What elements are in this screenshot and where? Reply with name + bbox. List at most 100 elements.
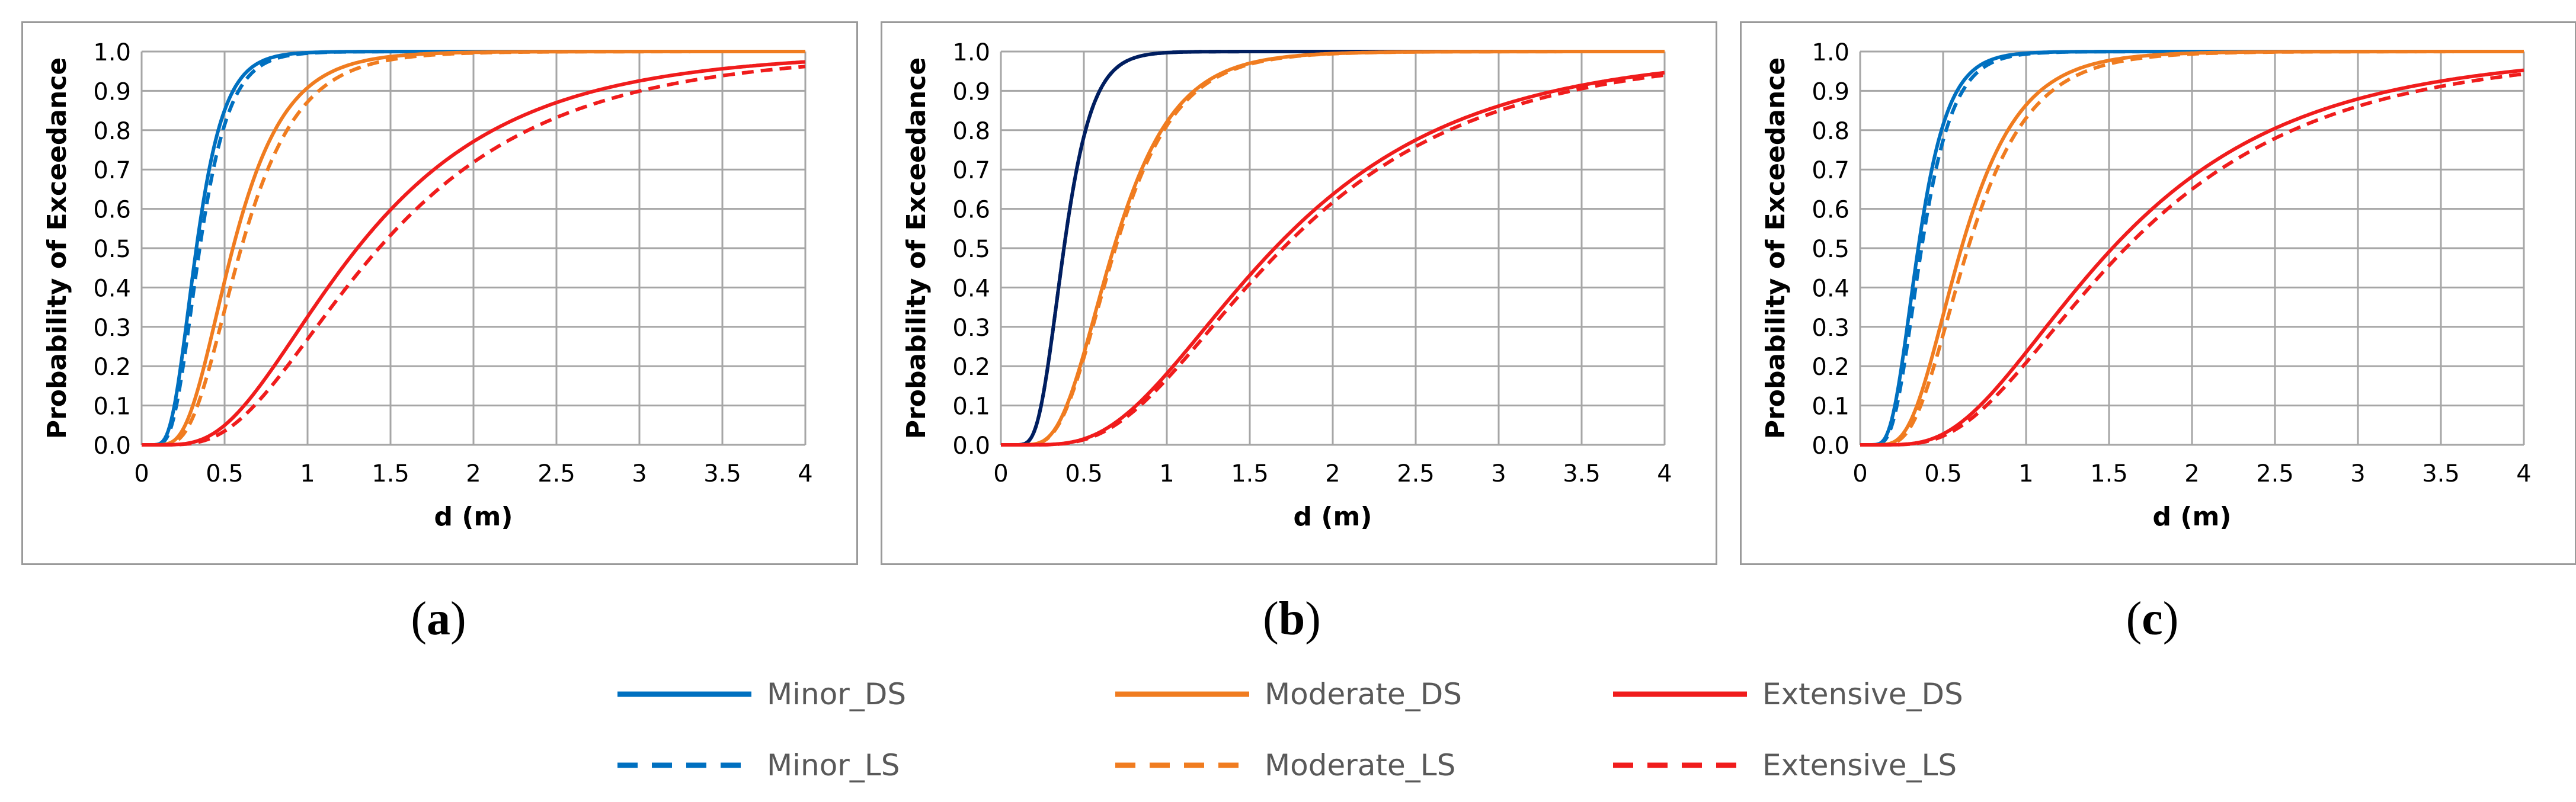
y-tick-label: 0.4 bbox=[952, 275, 990, 302]
y-tick-label: 0.2 bbox=[952, 354, 990, 381]
y-tick-label: 0.7 bbox=[1812, 157, 1849, 184]
y-tick-label: 0.9 bbox=[93, 78, 131, 105]
y-tick-label: 0.3 bbox=[93, 315, 131, 342]
x-tick-label: 2.5 bbox=[1397, 460, 1435, 487]
series-line-extensive-ds bbox=[1000, 70, 1665, 447]
legend-label: Moderate_DS bbox=[1265, 677, 1463, 711]
y-tick-label: 0.0 bbox=[952, 432, 990, 460]
x-tick-label: 0 bbox=[993, 460, 1008, 487]
series-line-moderate-ls bbox=[1860, 50, 2524, 447]
y-tick-label: 0.2 bbox=[93, 354, 131, 381]
legend-line-moderate-ls bbox=[1115, 762, 1249, 768]
y-tick-label: 0.5 bbox=[952, 236, 990, 263]
y-tick-label: 0.6 bbox=[952, 197, 990, 224]
y-tick-label: 0.9 bbox=[1812, 78, 1849, 105]
chart-panel-b: 0.0 0.1 0.2 0.3 0.4 0.5 0.6 0.7 0.8 0.9 1.0 0 0.5 1 1.… bbox=[881, 21, 1717, 565]
legend-item-extensive-ls: Extensive_LS bbox=[1612, 742, 1957, 789]
chart-panel-a: 0.0 0.1 0.2 0.3 0.4 0.5 0.6 0.7 0.8 0.9 1.0 0 0.5 1 1.… bbox=[21, 21, 858, 565]
y-tick-label: 0.0 bbox=[1812, 432, 1849, 460]
y-tick-label: 0.7 bbox=[952, 157, 990, 184]
y-tick-label: 0.8 bbox=[952, 118, 990, 145]
legend-line-minor-ds bbox=[617, 691, 751, 697]
x-tick-label: 4 bbox=[798, 460, 812, 487]
series-line-extensive-ls bbox=[1860, 72, 2524, 447]
legend-line-extensive-ls bbox=[1613, 762, 1747, 768]
legend-label: Extensive_DS bbox=[1762, 677, 1963, 711]
x-tick-label: 0.5 bbox=[206, 460, 244, 487]
x-tick-label: 1.5 bbox=[372, 460, 409, 487]
chart-a: 0.0 0.1 0.2 0.3 0.4 0.5 0.6 0.7 0.8 0.9 1.0 0 0.5 1 1.… bbox=[42, 39, 813, 532]
x-axis-label: d (m) bbox=[2153, 502, 2232, 532]
y-tick-label: 0.7 bbox=[93, 157, 131, 184]
x-tick-label: 3 bbox=[2350, 460, 2365, 487]
y-axis-label: Probability of Exceedance bbox=[1761, 57, 1791, 439]
x-axis-label: d (m) bbox=[1294, 502, 1372, 532]
x-tick-label: 2 bbox=[1325, 460, 1340, 487]
caption-c: (c) bbox=[2126, 593, 2179, 645]
x-tick-label: 1 bbox=[1159, 460, 1174, 487]
x-tick-label: 2 bbox=[466, 460, 481, 487]
series-line-moderate-ls bbox=[141, 50, 806, 447]
legend-item-extensive-ds: Extensive_DS bbox=[1612, 671, 1963, 718]
x-tick-label: 3 bbox=[632, 460, 647, 487]
x-tick-label: 1 bbox=[300, 460, 315, 487]
legend-label: Minor_DS bbox=[767, 677, 907, 711]
x-tick-label: 1 bbox=[2018, 460, 2033, 487]
x-tick-label: 2.5 bbox=[2256, 460, 2294, 487]
chart-c: 0.0 0.1 0.2 0.3 0.4 0.5 0.6 0.7 0.8 0.9 1.0 0 0.5 1 1.… bbox=[1761, 39, 2532, 532]
y-tick-label: 0.1 bbox=[93, 393, 131, 421]
x-tick-label: 3 bbox=[1491, 460, 1506, 487]
x-tick-label: 0.5 bbox=[1065, 460, 1103, 487]
x-tick-label: 2 bbox=[2184, 460, 2199, 487]
x-tick-label: 0 bbox=[134, 460, 149, 487]
y-tick-label: 0.5 bbox=[1812, 236, 1849, 263]
y-tick-label: 0.3 bbox=[952, 315, 990, 342]
caption-a: (a) bbox=[411, 593, 466, 645]
series-line-extensive-ls bbox=[141, 65, 806, 447]
x-tick-label: 1.5 bbox=[1231, 460, 1269, 487]
x-tick-label: 3.5 bbox=[703, 460, 741, 487]
legend-item-moderate-ds: Moderate_DS bbox=[1114, 671, 1462, 718]
caption-b: (b) bbox=[1263, 593, 1321, 645]
y-tick-label: 0.9 bbox=[952, 78, 990, 105]
y-axis-label: Probability of Exceedance bbox=[42, 57, 72, 439]
y-tick-label: 0.8 bbox=[1812, 118, 1849, 145]
y-tick-label: 0.6 bbox=[93, 197, 131, 224]
y-tick-label: 0.2 bbox=[1812, 354, 1849, 381]
x-tick-label: 1.5 bbox=[2090, 460, 2128, 487]
x-tick-label: 0 bbox=[1852, 460, 1867, 487]
x-tick-label: 0.5 bbox=[1924, 460, 1962, 487]
y-tick-label: 1.0 bbox=[952, 39, 990, 66]
series-line-moderate-ls bbox=[1000, 50, 1665, 447]
x-tick-label: 2.5 bbox=[537, 460, 575, 487]
y-tick-label: 0.0 bbox=[93, 432, 131, 460]
legend-line-extensive-ds bbox=[1613, 691, 1747, 697]
x-tick-label: 4 bbox=[1657, 460, 1672, 487]
legend-label: Extensive_LS bbox=[1762, 748, 1957, 782]
chart-b: 0.0 0.1 0.2 0.3 0.4 0.5 0.6 0.7 0.8 0.9 1.0 0 0.5 1 1.… bbox=[901, 39, 1672, 532]
legend-label: Moderate_LS bbox=[1265, 748, 1456, 782]
y-tick-label: 0.3 bbox=[1812, 315, 1849, 342]
chart-panel-c: 0.0 0.1 0.2 0.3 0.4 0.5 0.6 0.7 0.8 0.9 1.0 0 0.5 1 1.… bbox=[1740, 21, 2576, 565]
legend-item-minor-ls: Minor_LS bbox=[616, 742, 900, 789]
legend-label: Minor_LS bbox=[767, 748, 900, 782]
series-line-extensive-ds bbox=[141, 60, 806, 447]
x-tick-label: 3.5 bbox=[1563, 460, 1601, 487]
legend-item-minor-ds: Minor_DS bbox=[616, 671, 906, 718]
x-axis-label: d (m) bbox=[434, 502, 513, 532]
y-tick-label: 1.0 bbox=[1812, 39, 1849, 66]
x-tick-label: 4 bbox=[2516, 460, 2531, 487]
y-tick-label: 1.0 bbox=[93, 39, 131, 66]
legend-line-minor-ls bbox=[617, 762, 751, 768]
y-tick-label: 0.4 bbox=[1812, 275, 1849, 302]
x-tick-label: 3.5 bbox=[2422, 460, 2460, 487]
y-axis-label: Probability of Exceedance bbox=[901, 57, 932, 439]
y-tick-label: 0.8 bbox=[93, 118, 131, 145]
y-tick-label: 0.4 bbox=[93, 275, 131, 302]
series-line-extensive-ds bbox=[1860, 68, 2524, 447]
legend-line-moderate-ds bbox=[1115, 691, 1249, 697]
y-tick-label: 0.5 bbox=[93, 236, 131, 263]
legend-item-moderate-ls: Moderate_LS bbox=[1114, 742, 1455, 789]
y-tick-label: 0.1 bbox=[1812, 393, 1849, 421]
y-tick-label: 0.1 bbox=[952, 393, 990, 421]
